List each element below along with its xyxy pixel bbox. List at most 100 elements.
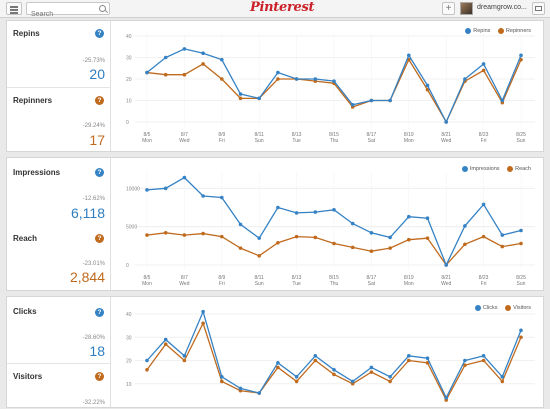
data-point xyxy=(238,96,243,101)
data-point xyxy=(294,77,299,81)
data-point xyxy=(481,62,486,66)
data-point xyxy=(145,358,149,363)
data-point xyxy=(313,354,318,358)
x-tick-day: Fri xyxy=(219,281,225,287)
data-point xyxy=(481,68,486,73)
metric-label: Visitors xyxy=(13,372,43,381)
legend-check-icon[interactable] xyxy=(474,305,481,311)
x-tick-day: Fri xyxy=(481,138,487,144)
x-tick-date: 8/25 xyxy=(516,132,526,138)
help-icon[interactable]: ? xyxy=(95,96,104,105)
help-icon[interactable]: ? xyxy=(95,168,104,177)
x-tick-day: Wed xyxy=(179,281,189,287)
data-point xyxy=(163,342,168,347)
data-point xyxy=(201,62,205,66)
search-icon[interactable] xyxy=(99,5,106,12)
help-icon[interactable]: ? xyxy=(95,29,104,38)
metric-change: -12.62% xyxy=(82,196,105,202)
data-point xyxy=(350,103,355,107)
data-point xyxy=(425,87,430,92)
repins-panel: Repins ? -25.73% 20 Repinners ? -29.24% … xyxy=(6,20,544,152)
help-icon[interactable]: ? xyxy=(95,234,104,243)
data-point xyxy=(407,53,411,58)
data-point xyxy=(276,361,280,365)
metric-value: 18 xyxy=(89,343,105,359)
chart-legend: Clicks Visitors xyxy=(474,305,537,311)
data-point xyxy=(369,249,374,253)
metric-change: -25.73% xyxy=(82,58,105,64)
x-tick-day: Sun xyxy=(517,281,526,287)
impressions-panel: Impressions ? -12.62% 6,118 Reach ? -23.… xyxy=(6,157,544,291)
data-point xyxy=(519,335,523,340)
help-icon[interactable]: ? xyxy=(95,372,104,381)
data-point xyxy=(257,96,261,101)
data-point xyxy=(425,83,430,88)
data-point xyxy=(220,77,224,81)
data-point xyxy=(407,237,411,242)
data-point xyxy=(388,246,392,250)
notifications-icon[interactable] xyxy=(532,2,545,15)
data-point xyxy=(350,221,355,226)
line-chart: 05000100008/5Mon8/7Wed8/9Fri8/11Sun8/13T… xyxy=(126,171,535,287)
data-point xyxy=(145,368,149,372)
metric-value: 17 xyxy=(89,132,105,148)
data-point xyxy=(350,245,355,250)
data-point xyxy=(220,374,224,379)
x-tick-date: 8/21 xyxy=(441,275,451,281)
legend-check-icon[interactable] xyxy=(505,305,512,311)
x-tick-date: 8/5 xyxy=(144,275,151,281)
x-tick-day: Sun xyxy=(255,138,264,144)
data-point xyxy=(182,358,187,363)
data-point xyxy=(500,98,505,103)
data-point xyxy=(220,234,224,239)
menu-icon[interactable] xyxy=(6,2,22,15)
legend-check-icon[interactable] xyxy=(497,28,504,34)
help-icon[interactable]: ? xyxy=(95,308,104,317)
data-point xyxy=(425,361,430,365)
data-point xyxy=(369,98,374,103)
data-point xyxy=(182,47,187,51)
y-tick-label: 40 xyxy=(126,312,132,318)
data-point xyxy=(313,235,318,240)
y-tick-label: 20 xyxy=(126,359,132,365)
x-tick-date: 8/23 xyxy=(479,275,489,281)
data-point xyxy=(500,379,505,384)
x-tick-date: 8/25 xyxy=(516,275,526,281)
legend-label: Visitors xyxy=(513,305,531,311)
data-point xyxy=(276,77,280,81)
data-point xyxy=(313,210,318,214)
x-tick-date: 8/11 xyxy=(255,132,265,138)
x-tick-day: Fri xyxy=(219,138,225,144)
metric-change: -29.24% xyxy=(82,123,105,129)
y-tick-label: 5000 xyxy=(126,225,137,231)
legend-label: Impressions xyxy=(469,166,500,172)
legend-label: Repins xyxy=(473,28,491,34)
legend-label: Clicks xyxy=(482,305,498,311)
data-point xyxy=(163,186,168,191)
legend-check-icon[interactable] xyxy=(465,28,472,34)
metric-label: Impressions xyxy=(13,168,61,177)
avatar[interactable] xyxy=(460,2,473,15)
add-pin-button[interactable]: + xyxy=(442,2,455,15)
search-input[interactable] xyxy=(27,9,91,20)
top-metric: Impressions ? -12.62% 6,118 xyxy=(7,158,111,225)
data-point xyxy=(238,246,243,250)
data-point xyxy=(257,236,261,240)
x-tick-date: 8/5 xyxy=(144,132,151,138)
legend-check-icon[interactable] xyxy=(507,166,514,172)
pinterest-logo[interactable]: Pinterest xyxy=(250,0,315,15)
metric-label: Repins xyxy=(13,29,40,38)
x-tick-date: 8/13 xyxy=(292,132,302,138)
bottom-metric: Visitors ? -32.22% xyxy=(7,363,111,409)
username-link[interactable]: dreamgrow.co... xyxy=(477,4,527,11)
data-point xyxy=(500,233,505,237)
y-tick-label: 10 xyxy=(126,99,132,105)
data-point xyxy=(145,233,149,237)
clicks-panel: Clicks ? -28.60% 18 Visitors ? -32.22% C… xyxy=(6,296,544,408)
x-tick-date: 8/23 xyxy=(479,132,489,138)
legend-check-icon[interactable] xyxy=(461,166,468,172)
data-point xyxy=(425,216,430,221)
x-tick-day: Sat xyxy=(368,138,376,144)
data-point xyxy=(145,188,149,192)
data-point xyxy=(369,365,374,370)
